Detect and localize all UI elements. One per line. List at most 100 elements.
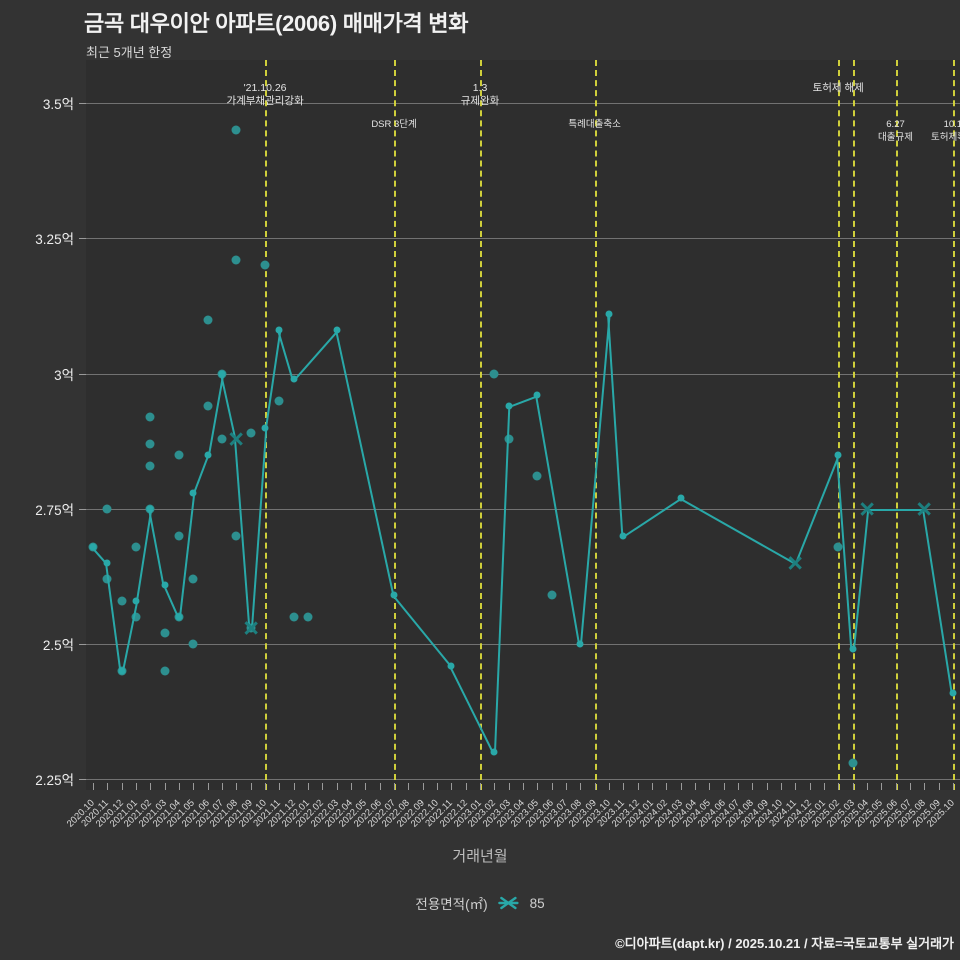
x-tick-mark [866, 783, 868, 790]
x-tick-mark [752, 783, 754, 790]
scatter-point [188, 574, 198, 584]
line-segment [606, 314, 624, 536]
scatter-point [145, 412, 155, 422]
scatter-point [160, 666, 170, 676]
line-segment [193, 454, 210, 494]
y-tick-mark [79, 508, 86, 510]
page-title: 금곡 대우이안 아파트(2006) 매매가격 변화 [84, 11, 469, 36]
series-x-marker [228, 431, 244, 447]
gridline [86, 508, 960, 510]
event-annotation-date: 1.3 [472, 82, 488, 94]
x-tick-mark [107, 783, 109, 790]
event-line [895, 60, 898, 790]
line-segment [105, 562, 122, 672]
y-tick-label: 2.25억 [35, 773, 74, 789]
x-tick-mark [723, 783, 725, 790]
y-tick-mark [79, 644, 86, 645]
x-tick-mark [895, 783, 897, 790]
y-tick-label: 2.75억 [35, 502, 74, 518]
line-segment [121, 600, 139, 672]
scatter-point [203, 401, 213, 411]
scatter-point [231, 255, 241, 265]
x-tick-mark [451, 783, 453, 790]
scatter-point [203, 315, 213, 325]
x-tick-mark [365, 783, 367, 790]
x-tick-mark [881, 783, 883, 790]
footer-credit: ©디아파트(dapt.kr) / 2025.10.21 / 자료=국토교통부 실… [615, 936, 954, 951]
event-annotation: 10.1 토허제확대 [931, 118, 960, 144]
scatter-point [489, 369, 499, 379]
y-tick-label: 3.5억 [42, 97, 74, 113]
line-segment [494, 406, 511, 753]
y-tick-label: 2.5억 [42, 638, 74, 653]
scatter-point [131, 612, 141, 622]
x-tick-mark [250, 783, 252, 790]
x-tick-mark [666, 783, 668, 790]
line-segment [265, 330, 282, 428]
x-tick-mark [608, 783, 610, 790]
legend: 전용면적(㎡) 85 [415, 893, 544, 913]
event-annotation-date: 6.27 [886, 119, 905, 130]
x-tick-mark [709, 783, 711, 790]
series-x-marker [916, 501, 932, 517]
y-tick-label: 3억 [54, 367, 74, 383]
x-tick-mark [637, 783, 639, 790]
x-tick-mark [680, 783, 682, 790]
scatter-point [246, 428, 256, 438]
x-tick-mark [150, 783, 152, 790]
x-tick-mark [437, 783, 439, 790]
event-annotation-date: 10.1 [943, 119, 960, 130]
x-tick-mark [136, 783, 138, 790]
series-point [118, 667, 126, 675]
event-annotation-label: 가계부채관리강화 [226, 95, 304, 107]
event-annotation: 6.27 대출규제 [878, 118, 913, 144]
x-tick-mark [494, 783, 496, 790]
line-segment [535, 395, 581, 645]
event-annotation: 특례대출축소 [568, 118, 620, 131]
legend-title: 전용면적(㎡) [415, 897, 488, 912]
scatter-point [532, 471, 542, 481]
series-point [677, 494, 685, 502]
x-tick-mark [207, 783, 209, 790]
scatter-point [102, 574, 112, 584]
event-line [480, 60, 483, 790]
x-tick-mark [193, 783, 195, 790]
scatter-point [231, 125, 241, 135]
line-segment [922, 508, 953, 693]
x-tick-mark [623, 783, 625, 790]
event-line [838, 60, 841, 790]
event-annotation-label: 대출규제 [878, 132, 913, 143]
series-point [189, 489, 197, 497]
series-point [447, 662, 455, 670]
event-line [852, 60, 855, 790]
x-tick-mark [809, 783, 811, 790]
x-tick-mark [408, 783, 410, 790]
scatter-point [117, 596, 127, 606]
event-annotation-label: 토허제 해제 [812, 82, 864, 94]
series-point [949, 689, 957, 697]
x-tick-mark [322, 783, 324, 790]
x-tick-mark [823, 783, 825, 790]
event-annotation-label: DSR 3단계 [371, 119, 417, 130]
x-tick-mark [394, 783, 396, 790]
x-tick-mark [351, 783, 353, 790]
x-tick-mark [508, 783, 510, 790]
x-tick-mark [938, 783, 940, 790]
line-segment [866, 508, 925, 511]
x-tick-mark [293, 783, 295, 790]
x-tick-mark [551, 783, 553, 790]
series-point [619, 532, 627, 540]
x-tick-mark [537, 783, 539, 790]
event-annotation-label: 토허제확대 [930, 132, 960, 143]
line-segment [179, 492, 196, 618]
x-tick-mark [422, 783, 424, 790]
scatter-point [102, 504, 112, 514]
series-point [290, 375, 298, 383]
plot-area [79, 60, 960, 790]
scatter-point [504, 434, 514, 444]
series-point [275, 326, 283, 334]
series-point [390, 591, 398, 599]
event-annotation: '21.10.26 가계부채관리강화 [226, 82, 303, 108]
scatter-point [260, 260, 270, 270]
series-x-marker [859, 501, 875, 517]
